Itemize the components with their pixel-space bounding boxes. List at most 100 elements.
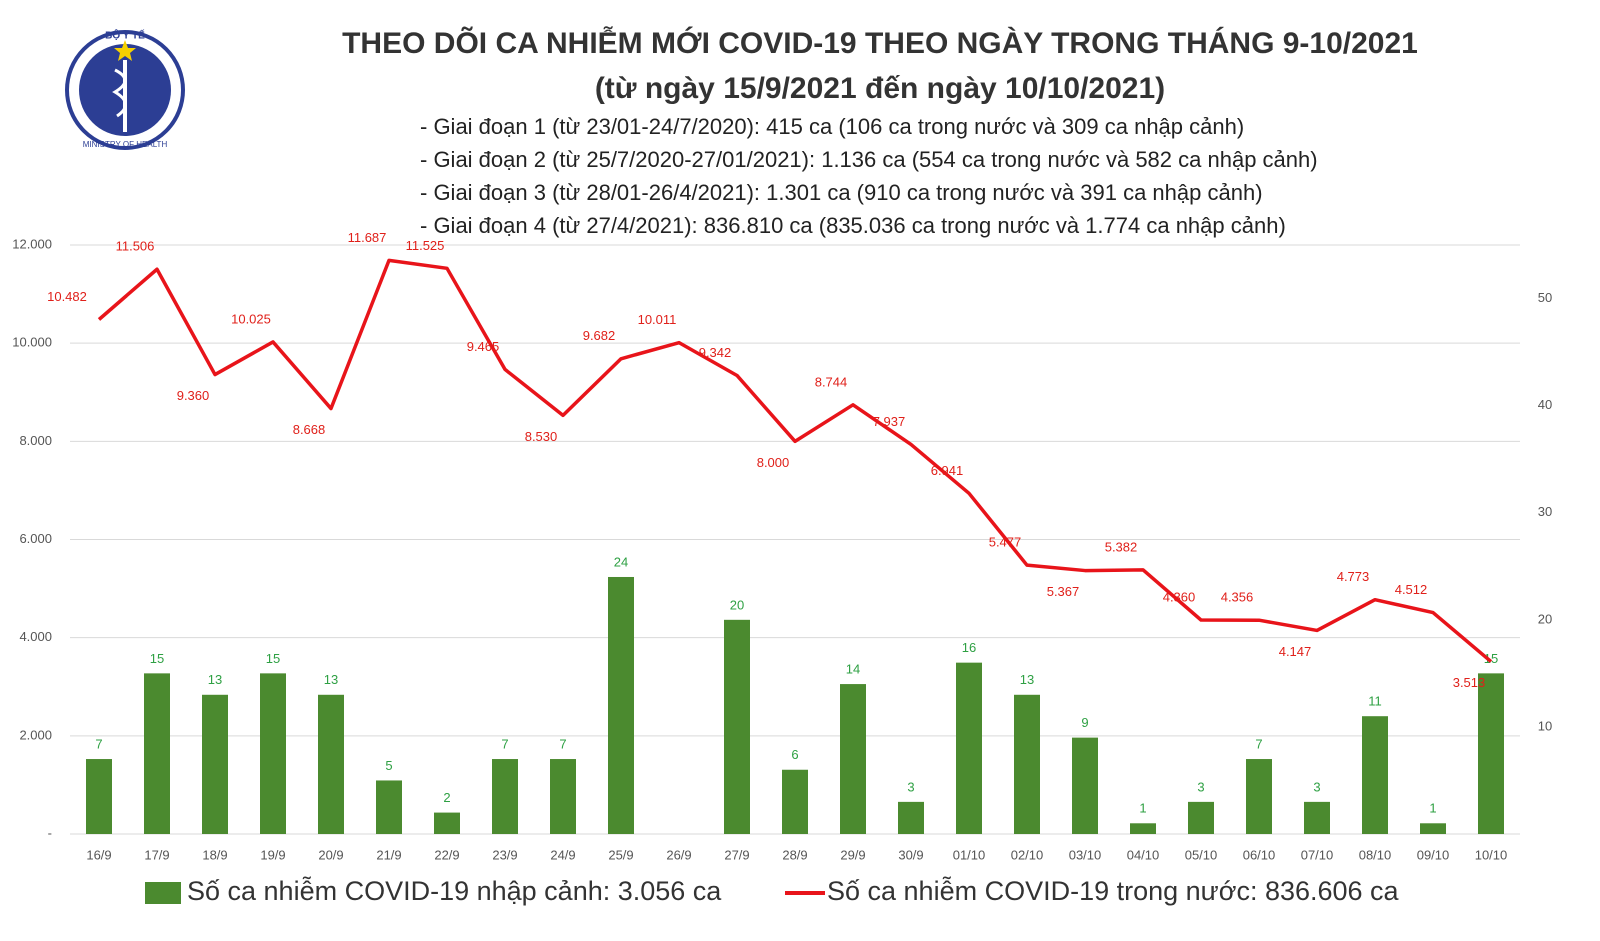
line-value-label: 11.525 [406, 238, 445, 253]
note: - Giai đoạn 1 (từ 23/01-24/7/2020): 415 … [420, 114, 1244, 139]
bar [1478, 673, 1504, 834]
bar-value-label: 13 [208, 672, 222, 687]
y-tick-label: 6.000 [19, 531, 52, 546]
bar-value-label: 3 [1313, 779, 1320, 794]
line-value-label: 9.682 [583, 328, 616, 343]
bar [1362, 716, 1388, 834]
bar-value-label: 15 [266, 651, 280, 666]
y2-tick-label: 40 [1538, 397, 1552, 412]
bar [434, 812, 460, 834]
bar [898, 801, 924, 834]
bar [1246, 759, 1272, 834]
bar-value-label: 24 [614, 554, 628, 569]
bar [956, 662, 982, 834]
bar-value-label: 11 [1368, 694, 1382, 709]
line-value-label: 8.530 [525, 429, 558, 444]
bar [144, 673, 170, 834]
y2-tick-label: 50 [1538, 290, 1552, 305]
bar-value-label: 13 [324, 672, 338, 687]
line-value-label: 7.937 [873, 414, 906, 429]
line-value-label: 5.367 [1047, 584, 1080, 599]
x-tick-label: 29/9 [840, 847, 865, 862]
bar-value-label: 20 [730, 597, 744, 612]
note: - Giai đoạn 2 (từ 25/7/2020-27/01/2021):… [420, 147, 1318, 172]
line-value-label: 4.356 [1221, 590, 1254, 605]
line-value-label: 5.477 [989, 535, 1022, 550]
x-tick-label: 10/10 [1475, 847, 1508, 862]
x-tick-label: 26/9 [666, 847, 691, 862]
bar [318, 694, 344, 834]
bar [1014, 694, 1040, 834]
bar [1188, 801, 1214, 834]
bar-value-label: 1 [1429, 801, 1436, 816]
x-tick-label: 17/9 [144, 847, 169, 862]
x-tick-label: 18/9 [202, 847, 227, 862]
line-value-label: 9.342 [699, 345, 732, 360]
line-value-label: 8.668 [293, 422, 326, 437]
x-tick-label: 19/9 [260, 847, 285, 862]
y-tick-label: 8.000 [19, 433, 52, 448]
bar [1072, 737, 1098, 834]
bar-value-label: 16 [962, 640, 976, 655]
y-tick-label: 12.000 [12, 236, 52, 251]
line-value-label: 10.011 [638, 312, 677, 327]
bar-value-label: 3 [1197, 779, 1204, 794]
logo-bottom: MINISTRY OF HEALTH [83, 140, 168, 149]
x-tick-label: 08/10 [1359, 847, 1392, 862]
line-value-label: 9.360 [177, 388, 210, 403]
y-tick-label: - [48, 825, 52, 840]
x-tick-label: 30/9 [898, 847, 923, 862]
x-tick-label: 21/9 [376, 847, 401, 862]
logo-star [114, 40, 136, 61]
x-tick-label: 27/9 [724, 847, 749, 862]
note: - Giai đoạn 4 (từ 27/4/2021): 836.810 ca… [420, 213, 1286, 238]
line-value-label: 8.744 [815, 374, 848, 389]
bar [840, 684, 866, 834]
y-tick-label: 2.000 [19, 727, 52, 742]
bar-value-label: 6 [791, 747, 798, 762]
bar-value-label: 15 [150, 651, 164, 666]
bar-value-label: 13 [1020, 672, 1034, 687]
line-value-label: 6.941 [931, 463, 964, 478]
logo: BỘ Y TẾ MINISTRY OF HEALTH [65, 29, 185, 150]
bar-value-label: 5 [385, 758, 392, 773]
x-tick-label: 16/9 [86, 847, 111, 862]
line-value-label: 11.506 [116, 239, 155, 254]
line-value-label: 11.687 [348, 230, 387, 245]
legend-label: Số ca nhiễm COVID-19 nhập cảnh: 3.056 ca [187, 875, 722, 906]
x-tick-label: 22/9 [434, 847, 459, 862]
bar-value-label: 1 [1139, 801, 1146, 816]
x-tick-label: 05/10 [1185, 847, 1218, 862]
bar-value-label: 7 [1255, 736, 1262, 751]
line-value-label: 4.147 [1279, 644, 1312, 659]
note: - Giai đoạn 3 (từ 28/01-26/4/2021): 1.30… [420, 180, 1263, 205]
x-tick-label: 20/9 [318, 847, 343, 862]
bar [202, 694, 228, 834]
bar-value-label: 9 [1081, 715, 1088, 730]
x-tick-label: 23/9 [492, 847, 517, 862]
bar [260, 673, 286, 834]
line-value-label: 9.465 [467, 339, 500, 354]
x-tick-label: 02/10 [1011, 847, 1044, 862]
x-tick-label: 03/10 [1069, 847, 1102, 862]
y-tick-label: 4.000 [19, 629, 52, 644]
bar-value-label: 7 [95, 736, 102, 751]
bar [1304, 801, 1330, 834]
logo-top: BỘ Y TẾ [105, 29, 145, 42]
bar-value-label: 3 [907, 779, 914, 794]
logo-snake [112, 68, 127, 118]
line-value-label: 4.512 [1395, 582, 1428, 597]
line-value-label: 4.360 [1163, 589, 1196, 604]
line [97, 258, 1493, 663]
bar [782, 769, 808, 834]
line-value-label: 3.513 [1453, 675, 1486, 690]
line-value-label: 8.000 [757, 455, 790, 470]
bar-value-label: 2 [443, 790, 450, 805]
bar-value-label: 15 [1484, 651, 1498, 666]
bar-value-label: 7 [559, 736, 566, 751]
line-value-label: 5.382 [1105, 539, 1138, 554]
y2-tick-label: 30 [1538, 504, 1552, 519]
x-tick-label: 09/10 [1417, 847, 1450, 862]
line-value-label: 10.025 [231, 311, 271, 326]
x-tick-label: 25/9 [608, 847, 633, 862]
